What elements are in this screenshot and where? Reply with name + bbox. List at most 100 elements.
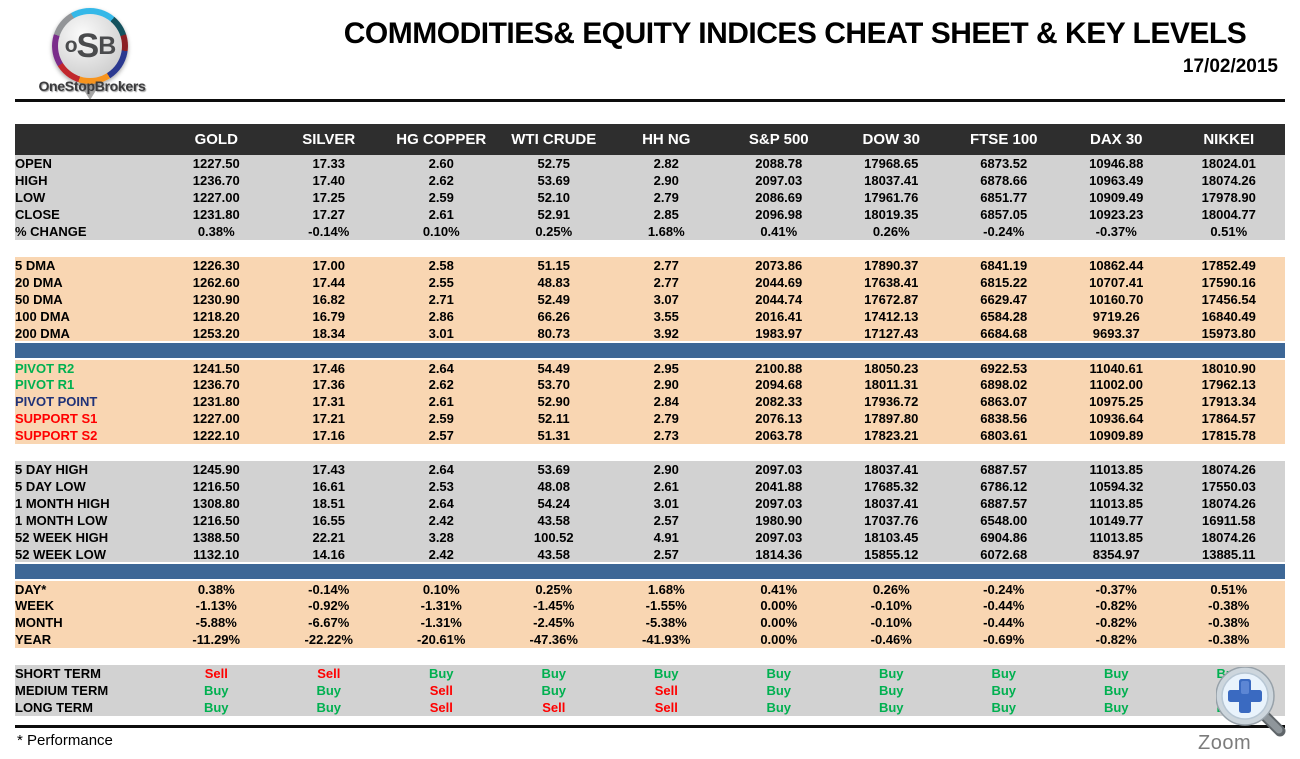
column-header: NIKKEI [1172, 124, 1285, 155]
value-cell: 2076.13 [722, 410, 835, 427]
value-cell: 2.60 [385, 155, 498, 172]
value-cell: 17.00 [272, 257, 385, 274]
value-cell: 17.21 [272, 410, 385, 427]
value-cell: -0.37% [1060, 223, 1173, 240]
value-cell: 2.77 [610, 274, 723, 291]
section-gap [15, 240, 1285, 257]
row-label: PIVOT R1 [15, 376, 160, 393]
value-cell: 2.55 [385, 274, 498, 291]
value-cell: 18004.77 [1172, 206, 1285, 223]
value-cell: 2.71 [385, 291, 498, 308]
value-cell: 17.36 [272, 376, 385, 393]
value-cell: 2082.33 [722, 393, 835, 410]
value-cell: 1253.20 [160, 325, 273, 342]
value-cell: 1262.60 [160, 274, 273, 291]
value-cell: -5.38% [610, 614, 723, 631]
value-cell: 2.57 [385, 427, 498, 444]
table-row-close: CLOSE 1231.80 17.27 2.61 52.91 2.85 2096.98 180… [15, 206, 1285, 223]
zoom-button[interactable]: Zoom [1198, 667, 1290, 757]
value-cell: 17.33 [272, 155, 385, 172]
value-cell: 17412.13 [835, 308, 948, 325]
table-row-medium-term: MEDIUM TERM Buy Buy Sell Buy Sell Buy Buy Buy Buy… [15, 682, 1285, 699]
row-label: PIVOT POINT [15, 393, 160, 410]
value-cell: -2.45% [497, 614, 610, 631]
value-cell: 4.91 [610, 529, 723, 546]
value-cell: 2.62 [385, 376, 498, 393]
value-cell: 17962.13 [1172, 376, 1285, 393]
value-cell: 52.91 [497, 206, 610, 223]
value-cell: -5.88% [160, 614, 273, 631]
table-row-1-month-low: 1 MONTH LOW 1216.50 16.55 2.42 43.58 2.57 1980… [15, 512, 1285, 529]
value-cell: -11.29% [160, 631, 273, 648]
value-cell: 10923.23 [1060, 206, 1173, 223]
signal-cell: Buy [497, 682, 610, 699]
signal-cell: Buy [385, 665, 498, 682]
section-gap-cell [15, 444, 1285, 461]
value-cell: 52.11 [497, 410, 610, 427]
value-cell: 18024.01 [1172, 155, 1285, 172]
value-cell: 1231.80 [160, 206, 273, 223]
value-cell: 18.34 [272, 325, 385, 342]
value-cell: 0.38% [160, 223, 273, 240]
value-cell: 6857.05 [947, 206, 1060, 223]
value-cell: 6887.57 [947, 495, 1060, 512]
row-label: 20 DMA [15, 274, 160, 291]
table-row--change: % CHANGE 0.38% -0.14% 0.10% 0.25% 1.68% 0.41% 0… [15, 223, 1285, 240]
value-cell: -0.82% [1060, 597, 1173, 614]
table-row-pivot-r2: PIVOT R2 1241.50 17.46 2.64 54.49 2.95 2100.88… [15, 359, 1285, 376]
value-cell: 1227.00 [160, 189, 273, 206]
column-header: S&P 500 [722, 124, 835, 155]
value-cell: 6803.61 [947, 427, 1060, 444]
corner-header-cell [15, 124, 160, 155]
signal-cell: Sell [610, 682, 723, 699]
value-cell: 52.10 [497, 189, 610, 206]
signal-cell: Sell [385, 682, 498, 699]
page-title: COMMODITIES& EQUITY INDICES CHEAT SHEET … [343, 17, 1247, 50]
table-row-week: WEEK -1.13% -0.92% -1.31% -1.45% -1.55% 0.00% -… [15, 597, 1285, 614]
value-cell: 10909.49 [1060, 189, 1173, 206]
value-cell: 17.44 [272, 274, 385, 291]
table-row-short-term: SHORT TERMSellSellBuyBuyBuyBuyBuyBuyBuyB… [15, 665, 1285, 682]
value-cell: 1.68% [610, 223, 723, 240]
value-cell: 6898.02 [947, 376, 1060, 393]
value-cell: 6922.53 [947, 359, 1060, 376]
column-header: DAX 30 [1060, 124, 1173, 155]
signal-cell: Buy [722, 699, 835, 716]
value-cell: -0.38% [1172, 631, 1285, 648]
value-cell: 10160.70 [1060, 291, 1173, 308]
column-header: DOW 30 [835, 124, 948, 155]
table-row-pivot-r1: PIVOT R1 1236.70 17.36 2.62 53.70 2.90 2094.68… [15, 376, 1285, 393]
value-cell: 2.64 [385, 461, 498, 478]
section-divider-bar-cell [15, 562, 1285, 581]
row-label: MONTH [15, 614, 160, 631]
section-divider-bar [15, 562, 1285, 581]
column-header: HH NG [610, 124, 723, 155]
value-cell: 17638.41 [835, 274, 948, 291]
value-cell: 16.82 [272, 291, 385, 308]
table-row-50-dma: 50 DMA 1230.90 16.82 2.71 52.49 3.07 2044.74 17… [15, 291, 1285, 308]
signal-cell: Buy [947, 665, 1060, 682]
value-cell: 17852.49 [1172, 257, 1285, 274]
value-cell: 3.28 [385, 529, 498, 546]
value-cell: 2.79 [610, 189, 723, 206]
performance-footnote: * Performance [17, 732, 113, 749]
value-cell: 13885.11 [1172, 546, 1285, 563]
table-row-day-: DAY* 0.38% -0.14% 0.10% 0.25% 1.68% 0.41% 0.26%… [15, 580, 1285, 597]
value-cell: 2088.78 [722, 155, 835, 172]
magnifier-plus-icon [1216, 667, 1286, 737]
row-label: 5 DMA [15, 257, 160, 274]
value-cell: 1241.50 [160, 359, 273, 376]
value-cell: 17897.80 [835, 410, 948, 427]
value-cell: -0.24% [947, 580, 1060, 597]
value-cell: 2063.78 [722, 427, 835, 444]
signal-cell: Buy [722, 665, 835, 682]
value-cell: 2073.86 [722, 257, 835, 274]
row-label: 5 DAY HIGH [15, 461, 160, 478]
value-cell: 3.07 [610, 291, 723, 308]
value-cell: 0.00% [722, 614, 835, 631]
value-cell: 10936.64 [1060, 410, 1173, 427]
value-cell: 2.57 [610, 512, 723, 529]
value-cell: 53.69 [497, 172, 610, 189]
